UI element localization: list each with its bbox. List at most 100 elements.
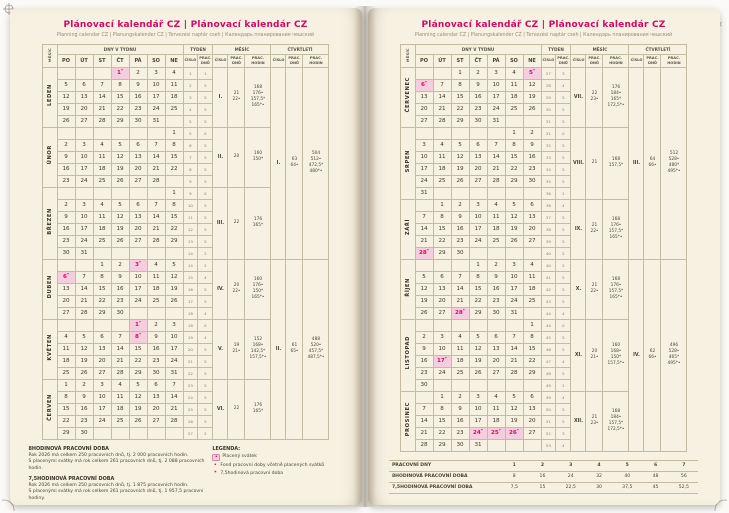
day-cell: 17 <box>92 402 112 416</box>
day-cell: 13 <box>468 150 488 164</box>
day-cell: 26 <box>56 114 76 128</box>
day-cell: 19 <box>504 414 524 428</box>
day-cell <box>504 318 524 332</box>
day-cell <box>56 126 76 140</box>
day-cell: 6• <box>56 270 76 284</box>
day-cell: 29 <box>110 114 130 128</box>
week-number-cell: 8 <box>182 162 199 176</box>
day-cell: 13 <box>522 210 542 224</box>
week-number-cell: 30 <box>540 102 557 116</box>
week-workdays-cell: 5 <box>555 366 572 380</box>
day-cell: 14 <box>74 282 94 296</box>
day-cell <box>110 426 130 440</box>
day-cell: 1• <box>128 318 148 332</box>
value-line: 157,5* <box>608 229 624 234</box>
day-cell: 14 <box>432 90 452 104</box>
week-number-cell: 39 <box>540 234 557 248</box>
month-workhours-cell: 168 176• 157,5* 165*• <box>602 258 630 320</box>
week-row: 2 3 4 5 6 7 8 10 5 <box>42 198 329 212</box>
day-cell: 24 <box>74 174 94 188</box>
day-cell: 5 <box>128 378 148 392</box>
day-cell: 6• <box>414 78 434 92</box>
day-cell: 10 <box>74 210 94 224</box>
month-name-cell: ČERVEN <box>41 378 58 440</box>
day-cell: 4 <box>56 330 76 344</box>
month-workhours-cell: 160 168• 150* 157,5*• <box>602 318 630 392</box>
day-cell: 21 <box>450 294 470 308</box>
day-cell: 28• <box>414 246 434 260</box>
value-line: 65• <box>290 349 299 354</box>
value-line: 457,5* <box>308 349 324 354</box>
day-cell: 6 <box>522 198 542 212</box>
value-line: 22• <box>232 97 241 102</box>
day-cell: 28 <box>432 114 452 128</box>
day-header: NE <box>164 53 184 68</box>
month-number-cell: XII. <box>570 390 587 452</box>
value-line: 23• <box>590 421 599 426</box>
footer-heading-8h: 8HODINOVÁ PRACOVNÍ DOBA <box>28 445 109 452</box>
day-cell: 29 <box>522 366 542 380</box>
week-workdays-cell: 5 <box>555 294 572 308</box>
day-cell: 25 <box>146 294 166 308</box>
value-line: 504 <box>311 151 321 157</box>
week-number-cell: 31 <box>540 126 557 140</box>
value-line: 22 <box>591 91 598 97</box>
day-cell: 28 <box>92 114 112 128</box>
value-line: 22 <box>233 406 240 412</box>
day-cell: 25 <box>92 234 112 248</box>
day-cell: 4 <box>432 138 452 152</box>
day-cell: 14 <box>92 90 112 104</box>
week-row: 28• 29 30 40 2 <box>400 246 687 260</box>
day-cell: 17 <box>128 282 148 296</box>
month-number-cell: V. <box>212 318 229 380</box>
value-line: 157,5* <box>608 421 624 426</box>
week-workdays-cell: 1 <box>555 186 572 200</box>
week-workdays-cell: 5 <box>555 138 572 152</box>
day-cell: 22 <box>432 234 452 248</box>
day-cell: 22 <box>164 222 184 236</box>
day-cell: 26 <box>450 174 470 188</box>
day-cell: 31 <box>164 366 184 380</box>
week-workdays-cell: 4 <box>197 306 214 320</box>
day-cell <box>164 114 184 128</box>
day-cell: 1 <box>432 198 452 212</box>
day-cell <box>92 246 112 260</box>
day-cell <box>450 318 470 332</box>
day-cell <box>146 186 166 200</box>
day-cell: 30 <box>450 246 470 260</box>
week-row: 7 8 9 10 11 12 13 50 5 <box>400 402 687 416</box>
day-cell: 20 <box>486 354 506 368</box>
day-cell: 19 <box>56 102 76 116</box>
week-row: 14 15 16 17 18 19 20 38 5 <box>400 222 687 236</box>
holiday-dot-icon: • <box>138 332 142 337</box>
week-row: 21 22 23 24• 25• 26• 27 52 3 <box>400 426 687 440</box>
value-line: 184• <box>610 415 622 421</box>
corner-arc-icon <box>711 495 727 511</box>
page-right: Plánovací kalendář CZ | Plánovací kalend… <box>367 8 720 505</box>
month-number-cell: IX. <box>570 198 587 260</box>
day-cell: 5 <box>110 138 130 152</box>
day-cell: 10 <box>486 78 506 92</box>
header-group-row: MĚSÍC DNY V TÝDNU TÝDEN MĚSÍC ČTVRTLETÍ <box>41 43 330 68</box>
day-cell: 19 <box>450 162 470 176</box>
week-workdays-cell: 5 <box>197 174 214 188</box>
value-line: 176• <box>252 283 264 289</box>
week-row: ŘÍJEN 1 2 3 4 40 2 X. 21 22• 168 176• 157,5* 165*• IV.… <box>399 258 688 452</box>
day-cell: 15 <box>56 402 76 416</box>
day-cell <box>504 246 524 260</box>
week-number-cell: 28 <box>540 78 557 92</box>
workdays-value-cell: 15 <box>528 481 557 494</box>
day-cell: 19 <box>164 282 184 296</box>
day-cell: 26 <box>522 102 542 116</box>
day-cell: 27 <box>74 114 94 128</box>
value-line: 472,5* <box>308 163 324 168</box>
value-line: 21 <box>233 91 240 97</box>
day-cell: 21 <box>414 426 434 440</box>
value-line: 520• <box>310 343 322 349</box>
value-line: 165*• <box>251 294 265 300</box>
day-cell: 4 <box>110 378 130 392</box>
day-cell: 15 <box>468 282 488 296</box>
workdays-value-cell: 40 <box>613 470 642 483</box>
month-workdays-cell: 21 22• <box>585 258 604 320</box>
